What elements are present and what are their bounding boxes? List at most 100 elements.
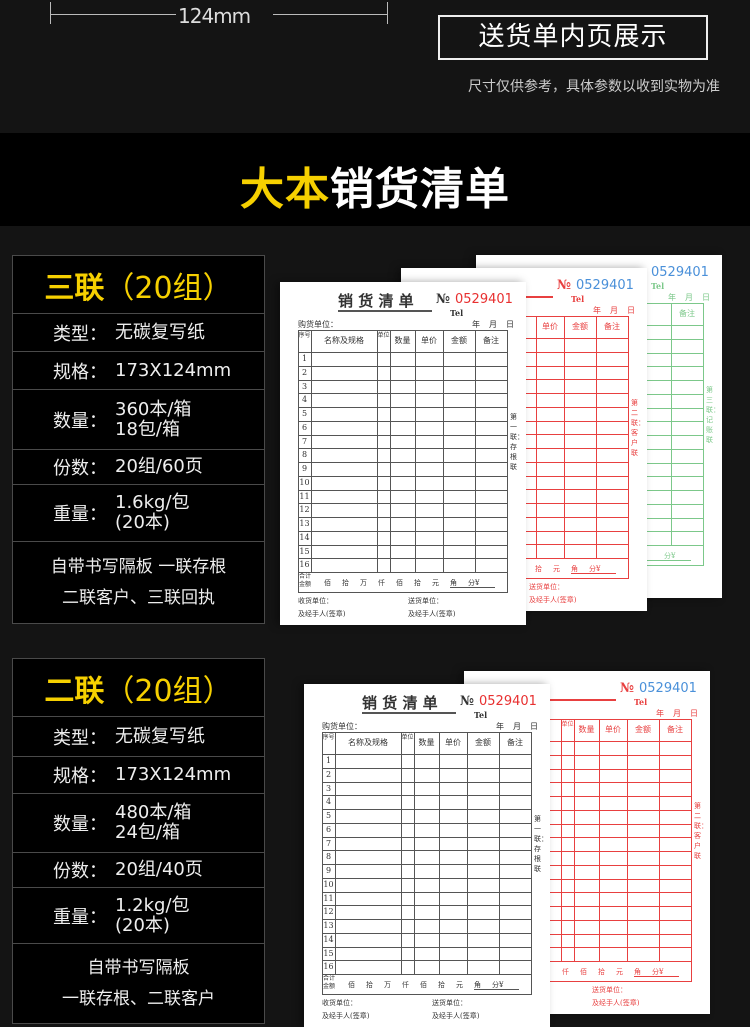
column-header: 数量 xyxy=(394,336,411,345)
tel-label: Tel xyxy=(651,281,665,291)
row-number: 16 xyxy=(323,962,334,972)
spec-title: 三联 （20组） xyxy=(13,256,264,313)
column-header: 金额 xyxy=(475,738,491,747)
serial-number: 0529401 xyxy=(455,292,513,307)
row-number: 15 xyxy=(323,948,334,958)
column-header: 单位 xyxy=(561,721,574,728)
grid-line xyxy=(298,393,508,395)
spec-row: 类型： 无碳复写纸 xyxy=(13,716,264,756)
grid-line xyxy=(322,809,532,810)
grid-line xyxy=(659,719,660,961)
grid-line xyxy=(322,732,532,733)
grid-line xyxy=(298,558,508,560)
grid-line xyxy=(322,864,532,865)
column-header: 备注 xyxy=(483,336,499,345)
grid-line xyxy=(599,719,600,961)
row-number: 12 xyxy=(323,907,334,917)
column-header: 备注 xyxy=(679,309,695,318)
total-label: 合计金额 xyxy=(299,573,312,588)
row-number: 13 xyxy=(299,519,310,528)
grid-line xyxy=(507,330,508,592)
grid-line xyxy=(482,768,692,770)
grid-line xyxy=(298,517,508,518)
row-number: 1 xyxy=(325,756,332,765)
amount-unit: 仟 xyxy=(402,981,409,989)
row-number: 10 xyxy=(299,477,310,487)
number-prefix: № xyxy=(620,681,635,696)
spec-key: 重量： xyxy=(53,504,107,525)
receipt-form-sheet: 销 货 清 单 № 0529401 Tel 购货单位： 年月日序号 名称及规格 单位 数量 单价 金… xyxy=(304,684,550,1027)
column-header: 单位 xyxy=(377,332,390,339)
grid-line xyxy=(671,303,672,545)
row-number: 8 xyxy=(325,852,332,862)
grid-line xyxy=(628,316,629,578)
grid-line xyxy=(298,448,508,450)
note-line: 自带书写隔板 xyxy=(87,957,190,978)
column-header: 金额 xyxy=(635,725,651,734)
date-label: 月 xyxy=(489,320,497,329)
spec-table: 三联 （20组） 类型： 无碳复写纸 规格： 173X124mm 数量： 360本/箱 18包… xyxy=(12,255,265,624)
grid-line xyxy=(499,732,500,974)
buyer-label: 购货单位： xyxy=(322,722,362,731)
column-header: 单价 xyxy=(542,322,558,331)
row-number: 11 xyxy=(323,893,334,903)
row-number: 9 xyxy=(325,866,332,875)
grid-line xyxy=(322,767,532,769)
date-label: 日 xyxy=(702,293,710,302)
section-band xyxy=(0,133,750,226)
amount-unit: 佰 xyxy=(324,579,331,587)
row-number: 3 xyxy=(325,783,332,793)
grid-line xyxy=(377,330,378,572)
date-label: 年 xyxy=(593,306,601,315)
grid-line xyxy=(561,719,562,961)
spec-note: 自带书写隔板一联存根、二联客户 xyxy=(13,943,264,1023)
grid-line xyxy=(571,573,616,574)
amount-unit: 仟 xyxy=(562,968,569,976)
column-header: 单价 xyxy=(605,725,621,734)
spec-key: 类型： xyxy=(53,727,107,749)
date-label: 日 xyxy=(627,306,635,315)
row-number: 15 xyxy=(299,546,310,556)
copy-label: 第一联：存根联 xyxy=(510,413,524,471)
amount-unit: 分¥ xyxy=(492,981,504,989)
amount-unit: 仟 xyxy=(378,579,385,587)
grid-line xyxy=(482,782,692,784)
column-header: 序号 xyxy=(322,734,335,741)
grid-line xyxy=(522,699,616,701)
amount-unit: 元 xyxy=(432,579,439,587)
grid-line xyxy=(439,732,440,974)
dimension-line xyxy=(50,14,176,15)
spec-key: 份数： xyxy=(53,458,107,479)
spec-row: 重量： 1.6kg/包 (20本) xyxy=(13,484,264,541)
grid-line xyxy=(482,864,692,866)
grid-line xyxy=(450,587,495,588)
grid-line xyxy=(322,822,532,824)
date-label: 月 xyxy=(513,722,521,731)
grid-line xyxy=(474,989,519,990)
row-number: 2 xyxy=(325,769,332,779)
grid-line xyxy=(322,850,532,852)
column-header: 备注 xyxy=(507,738,523,747)
grid-line xyxy=(627,719,628,961)
date-label: 年 xyxy=(656,709,664,718)
grid-line xyxy=(401,732,402,974)
grid-line xyxy=(298,330,508,331)
amount-unit: 佰 xyxy=(580,968,587,976)
column-header: 名称及规格 xyxy=(324,336,364,345)
grid-line xyxy=(311,330,312,572)
date-label: 月 xyxy=(685,293,693,302)
note-line: 一联存根、二联客户 xyxy=(62,988,215,1009)
column-header: 单价 xyxy=(421,336,437,345)
grid-line xyxy=(390,330,391,572)
row-number: 6 xyxy=(301,422,308,432)
title-rest: 销货清单 xyxy=(330,164,510,215)
handler-label: 及经手人(签章) xyxy=(408,610,456,618)
amount-unit: 佰 xyxy=(420,981,427,989)
grid-line xyxy=(298,407,508,408)
amount-unit: 角 xyxy=(571,565,578,573)
amount-unit: 佰 xyxy=(396,579,403,587)
grid-line xyxy=(482,933,692,935)
row-number: 11 xyxy=(299,491,310,501)
serial-number: 0529401 xyxy=(651,265,709,280)
column-header: 序号 xyxy=(298,332,311,339)
